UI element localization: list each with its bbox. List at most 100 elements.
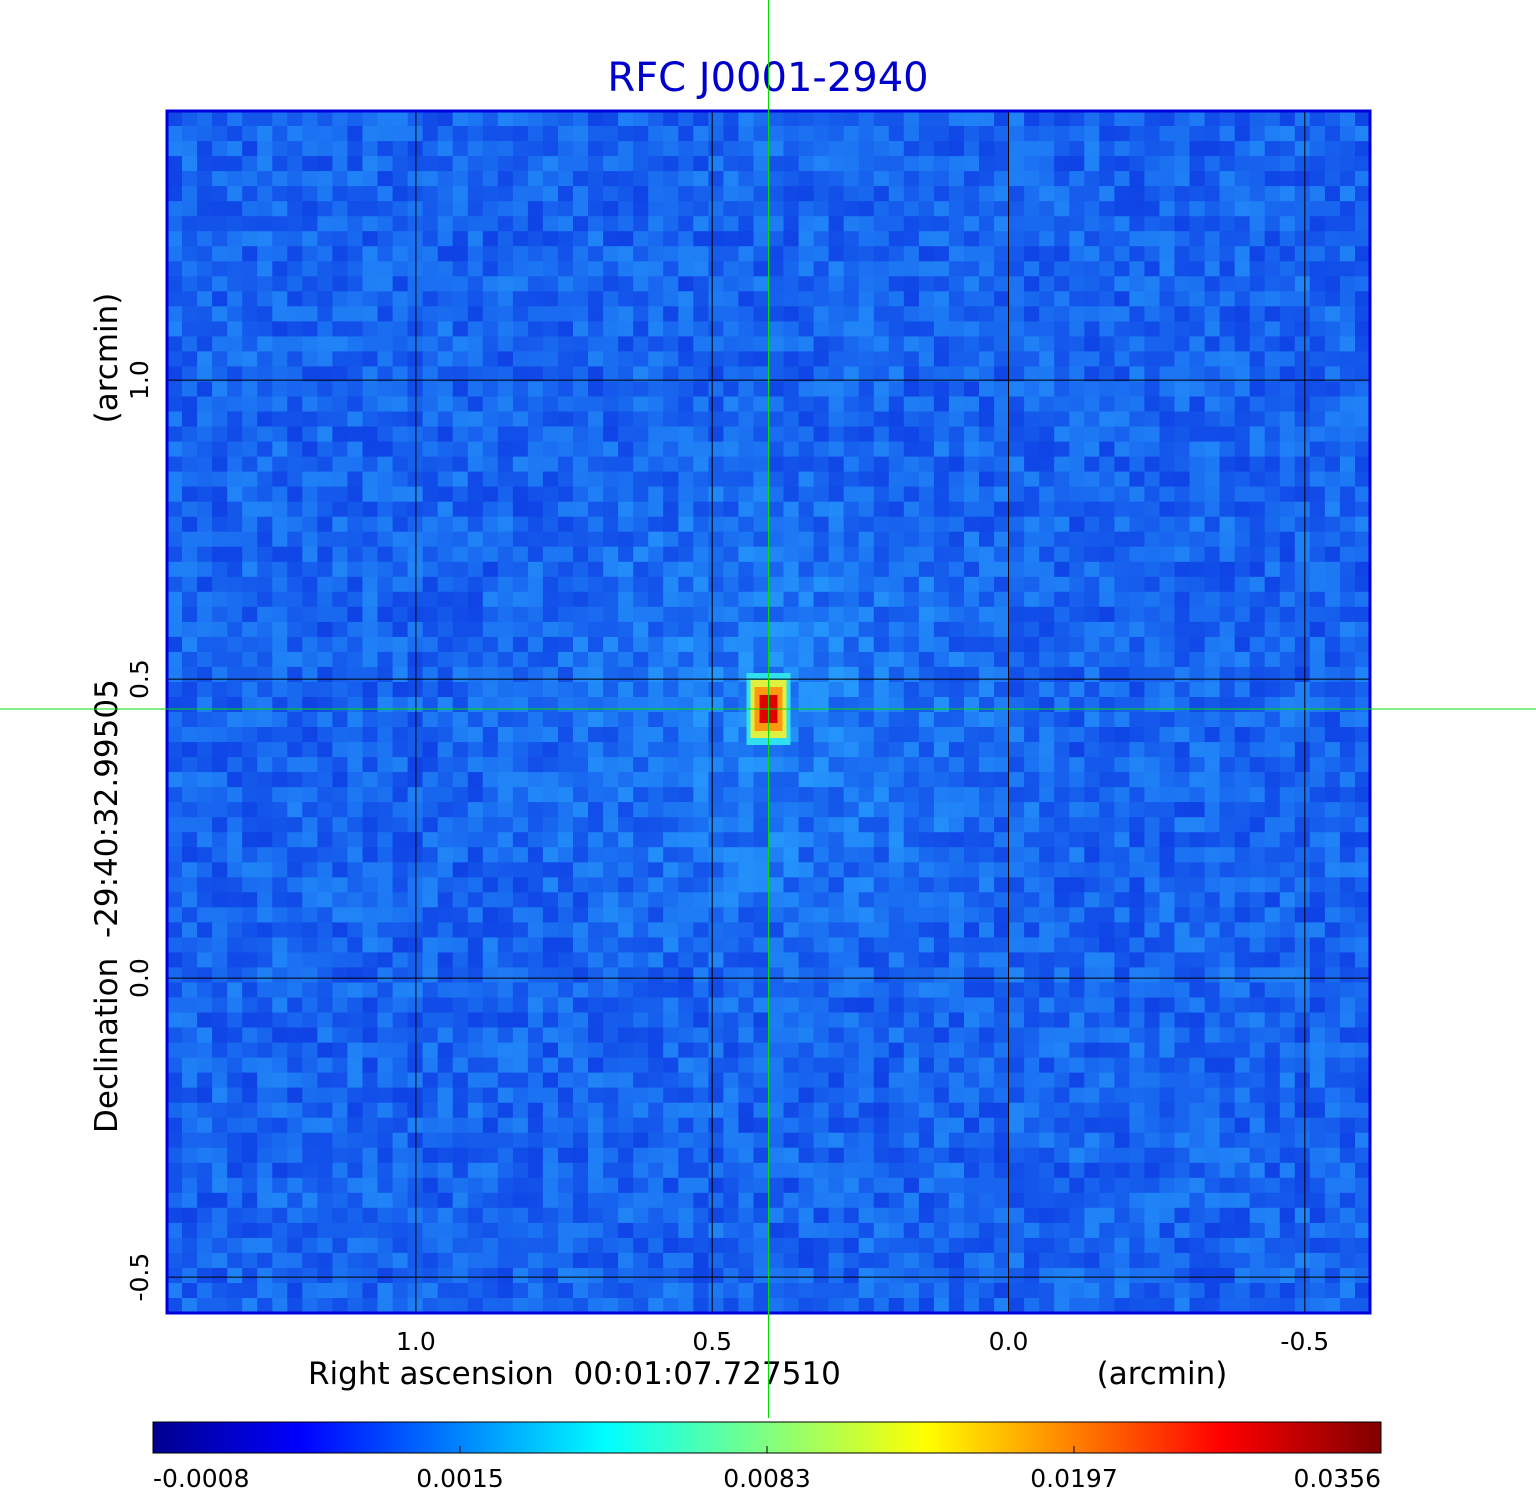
image-pixel (212, 501, 228, 518)
image-pixel (257, 727, 273, 743)
image-pixel (527, 321, 544, 337)
image-pixel (558, 351, 574, 367)
image-pixel (573, 1298, 589, 1313)
image-pixel (948, 1072, 965, 1089)
image-pixel (618, 1057, 634, 1074)
image-pixel (542, 1267, 559, 1284)
image-pixel (648, 516, 664, 533)
image-pixel (377, 231, 394, 247)
image-pixel (452, 291, 469, 307)
image-pixel (873, 171, 890, 187)
image-pixel (347, 471, 363, 488)
image-pixel (227, 636, 243, 653)
image-pixel (332, 922, 348, 938)
image-pixel (512, 261, 529, 277)
image-pixel (377, 171, 394, 187)
image-pixel (527, 787, 544, 803)
image-pixel (708, 697, 724, 713)
image-pixel (1039, 546, 1055, 563)
image-pixel (437, 306, 454, 322)
image-pixel (843, 231, 860, 247)
image-pixel (1084, 396, 1100, 413)
image-pixel (738, 576, 754, 593)
image-pixel (1024, 832, 1040, 848)
image-pixel (558, 531, 574, 548)
image-pixel (527, 982, 544, 999)
image-pixel (918, 757, 935, 773)
image-pixel (452, 111, 469, 127)
image-pixel (768, 1162, 785, 1179)
image-pixel (212, 922, 228, 938)
image-pixel (257, 126, 273, 142)
image-pixel (242, 516, 258, 533)
image-pixel (437, 546, 454, 563)
image-pixel (768, 456, 785, 473)
image-pixel (633, 1177, 649, 1194)
image-pixel (347, 787, 363, 803)
image-pixel (573, 411, 589, 428)
image-pixel (1054, 276, 1070, 292)
image-pixel (783, 1207, 800, 1224)
image-pixel (1069, 1057, 1085, 1074)
image-pixel (467, 471, 484, 488)
image-pixel (392, 396, 409, 413)
image-pixel (1084, 682, 1100, 698)
image-pixel (227, 456, 243, 473)
image-pixel (332, 1283, 348, 1299)
image-pixel (212, 1177, 228, 1194)
image-pixel (964, 1072, 980, 1089)
image-pixel (437, 1237, 454, 1254)
image-pixel (648, 486, 664, 503)
image-pixel (633, 381, 649, 397)
image-pixel (512, 486, 529, 503)
image-pixel (888, 1207, 905, 1224)
image-pixel (347, 381, 363, 397)
image-pixel (618, 787, 634, 803)
image-pixel (1009, 141, 1025, 157)
image-pixel (663, 1298, 679, 1313)
image-pixel (527, 1117, 544, 1134)
image-pixel (603, 396, 619, 413)
image-pixel (1054, 291, 1070, 307)
image-pixel (1054, 156, 1070, 172)
image-pixel (663, 757, 679, 773)
image-pixel (227, 546, 243, 563)
image-pixel (678, 201, 694, 217)
image-pixel (1054, 862, 1070, 878)
image-pixel (212, 757, 228, 773)
image-pixel (948, 937, 965, 953)
image-pixel (648, 772, 664, 788)
image-pixel (933, 1162, 950, 1179)
image-pixel (167, 1117, 183, 1134)
image-pixel (858, 111, 875, 127)
image-pixel (467, 306, 484, 322)
image-pixel (933, 141, 950, 157)
image-pixel (1009, 1102, 1025, 1119)
image-pixel (437, 787, 454, 803)
image-pixel (392, 456, 409, 473)
image-pixel (948, 1102, 965, 1119)
image-pixel (1009, 1222, 1025, 1239)
image-pixel (873, 126, 890, 142)
image-pixel (467, 186, 484, 202)
image-pixel (467, 1222, 484, 1239)
image-pixel (212, 111, 228, 127)
image-pixel (918, 1147, 935, 1164)
image-pixel (903, 576, 920, 593)
image-pixel (648, 937, 664, 953)
image-pixel (527, 231, 544, 247)
image-pixel (843, 1012, 860, 1029)
image-pixel (347, 636, 363, 653)
image-pixel (948, 471, 965, 488)
image-pixel (828, 666, 845, 683)
image-pixel (873, 1012, 890, 1029)
image-pixel (979, 922, 995, 938)
image-pixel (738, 937, 754, 953)
image-pixel (467, 366, 484, 382)
image-pixel (588, 471, 604, 488)
image-pixel (798, 1283, 815, 1299)
image-pixel (527, 967, 544, 983)
image-pixel (287, 1192, 303, 1209)
image-pixel (693, 621, 709, 638)
image-pixel (858, 621, 875, 638)
